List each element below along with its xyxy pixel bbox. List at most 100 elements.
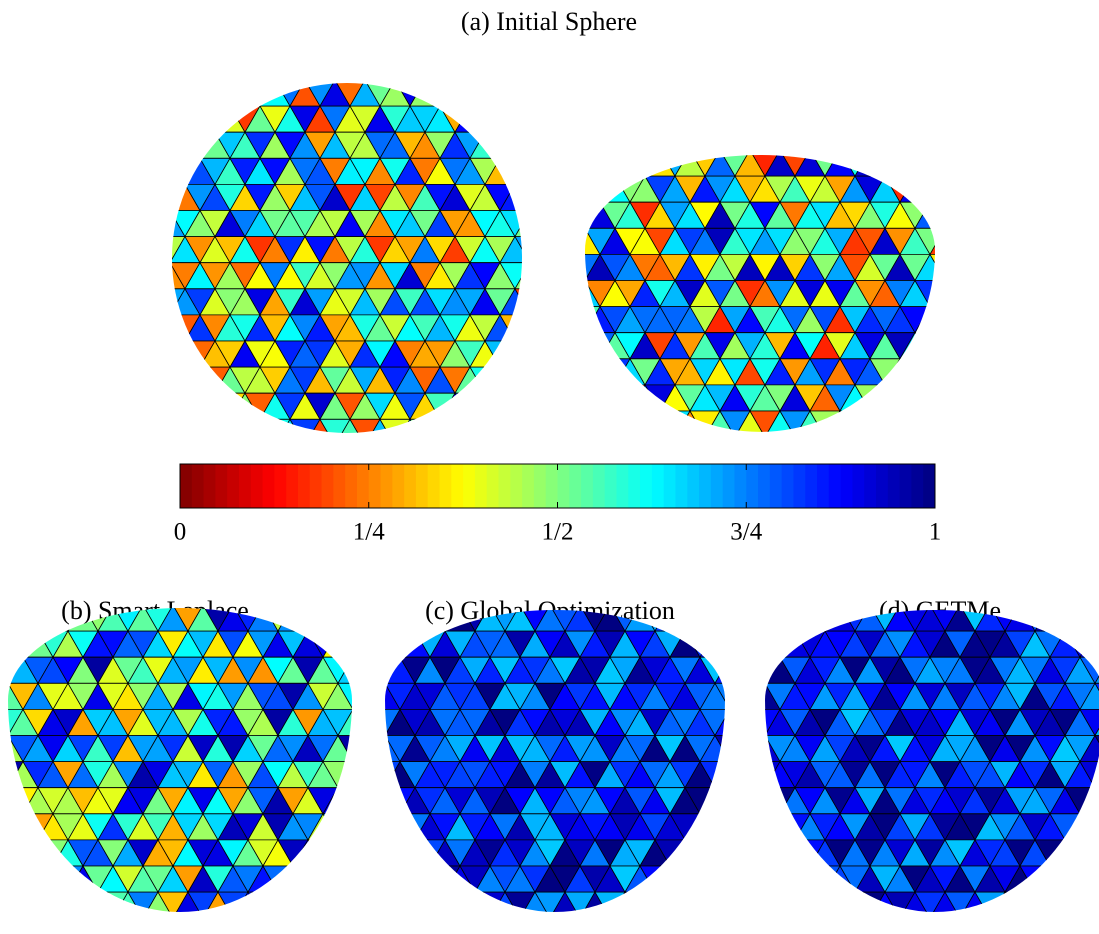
mesh-face	[1005, 892, 1035, 918]
mesh-face	[885, 150, 915, 176]
mesh-face	[260, 80, 290, 106]
mesh-face	[1035, 866, 1065, 892]
mesh-face	[68, 892, 98, 918]
mesh-face	[323, 814, 353, 840]
mesh-face	[555, 150, 585, 176]
mesh-face	[530, 367, 560, 393]
mesh-face	[645, 150, 675, 176]
mesh-face	[385, 866, 415, 892]
mesh-face	[8, 892, 38, 918]
mesh-face	[515, 80, 545, 106]
mesh-face	[430, 892, 460, 918]
mesh-face	[140, 289, 170, 315]
mesh-face	[230, 80, 260, 106]
mesh-face	[293, 866, 323, 892]
mesh-face	[930, 150, 960, 176]
colorbar-band	[852, 464, 864, 508]
mesh-face	[1005, 605, 1035, 631]
mesh-face	[515, 341, 545, 367]
mesh-face	[293, 892, 323, 918]
colorbar-band	[616, 464, 628, 508]
mesh-face	[170, 419, 200, 445]
mesh-face	[530, 419, 560, 445]
colorbar-band	[605, 464, 617, 508]
mesh-face	[83, 892, 113, 918]
mesh-face	[1035, 605, 1065, 631]
mesh-face	[715, 657, 745, 683]
mesh-face	[1095, 814, 1099, 840]
mesh-face	[750, 892, 780, 918]
mesh-face	[410, 80, 440, 106]
colorbar-band	[687, 464, 699, 508]
mesh-face	[425, 419, 455, 445]
mesh-face	[8, 866, 38, 892]
mesh	[735, 605, 1099, 918]
mesh-face	[1080, 605, 1099, 631]
mesh-face	[338, 892, 368, 918]
mesh-face	[353, 762, 383, 788]
mesh-face	[930, 176, 960, 202]
panel-title: (a) Initial Sphere	[461, 7, 637, 36]
mesh-face	[355, 814, 385, 840]
mesh-face	[515, 419, 545, 445]
mesh-face	[825, 605, 855, 631]
mesh-face	[353, 605, 383, 631]
mesh-face	[53, 892, 83, 918]
mesh-face	[440, 419, 470, 445]
mesh-face	[1050, 605, 1080, 631]
mesh-face	[945, 281, 975, 307]
mesh-face	[23, 605, 53, 631]
mesh-face	[38, 866, 68, 892]
mesh-face	[170, 367, 200, 393]
mesh-face	[370, 866, 400, 892]
mesh-face	[415, 892, 445, 918]
mesh-face	[715, 631, 745, 657]
mesh-face	[155, 393, 185, 419]
mesh-face	[475, 892, 505, 918]
mesh-face	[353, 866, 383, 892]
mesh-face	[500, 80, 530, 106]
colorbar-band	[758, 464, 770, 508]
mesh-face	[715, 840, 745, 866]
mesh	[555, 150, 975, 437]
mesh-face	[355, 762, 385, 788]
mesh-face	[615, 385, 645, 411]
colorbar-band	[274, 464, 286, 508]
mesh-face	[870, 385, 900, 411]
colorbar-band	[298, 464, 310, 508]
mesh-face	[515, 132, 545, 158]
tick-label: 3/4	[730, 519, 762, 546]
colorbar-band	[487, 464, 499, 508]
mesh-face	[630, 411, 660, 437]
mesh-face	[485, 106, 515, 132]
colorbar-band	[451, 464, 463, 508]
mesh-face	[870, 411, 900, 437]
mesh-face	[730, 657, 760, 683]
mesh-face	[455, 419, 485, 445]
mesh-face	[640, 892, 670, 918]
colorbar-band	[746, 464, 758, 508]
mesh-face	[685, 605, 715, 631]
colorbar-band	[841, 464, 853, 508]
mesh-face	[585, 385, 615, 411]
mesh-face	[485, 132, 515, 158]
mesh-face	[308, 892, 338, 918]
mesh-face	[140, 341, 170, 367]
mesh-face	[825, 892, 855, 918]
mesh-face	[353, 814, 383, 840]
mesh-face	[400, 840, 430, 866]
mesh-face	[323, 892, 353, 918]
mesh-face	[230, 419, 260, 445]
mesh-face	[370, 762, 400, 788]
mesh-face	[278, 892, 308, 918]
mesh-face	[515, 315, 545, 341]
colorbar-band	[581, 464, 593, 508]
mesh-face	[645, 411, 675, 437]
colorbar-band	[416, 464, 428, 508]
mesh-face	[455, 393, 485, 419]
mesh-face	[215, 419, 245, 445]
mesh-face	[1065, 605, 1095, 631]
colorbar-band	[522, 464, 534, 508]
mesh-face	[915, 176, 945, 202]
colorbar-band	[546, 464, 558, 508]
